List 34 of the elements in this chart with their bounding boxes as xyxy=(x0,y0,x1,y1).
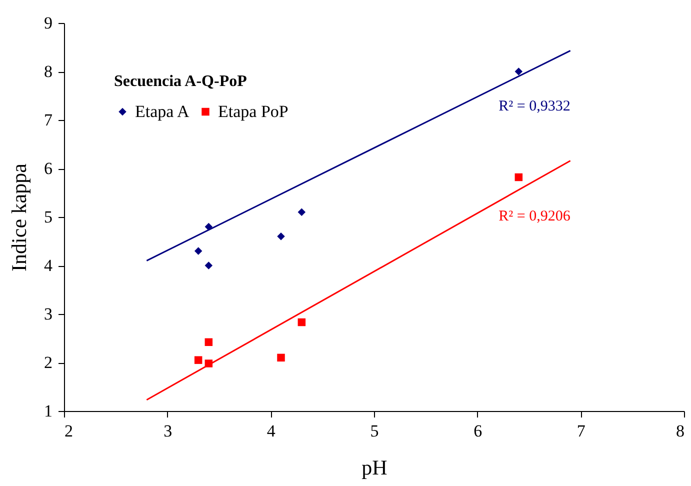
x-tick-label: 5 xyxy=(370,422,379,440)
point xyxy=(204,262,213,270)
y-tick-label: 4 xyxy=(44,256,53,275)
y-tick-label: 5 xyxy=(44,208,52,226)
y-axis-title: Indice kappa xyxy=(7,162,31,272)
x-tick-label: 8 xyxy=(676,422,684,440)
point xyxy=(298,208,306,216)
point xyxy=(514,173,523,182)
point xyxy=(298,318,306,326)
y-tick-label: 6 xyxy=(44,159,52,178)
legend-title: Secuencia A-Q-PoP xyxy=(114,73,248,90)
annotation: R² = 0,9332 xyxy=(498,98,570,115)
point xyxy=(514,68,523,76)
y-tick-label: 3 xyxy=(44,304,52,324)
point xyxy=(194,247,202,255)
y-tick-label: 2 xyxy=(44,353,52,372)
legend-label: Etapa A xyxy=(135,102,190,121)
y-tick-label: 8 xyxy=(44,62,52,81)
point xyxy=(277,232,285,240)
x-tick-label: 6 xyxy=(474,422,482,440)
point xyxy=(204,338,213,346)
x-tick-label: 2 xyxy=(64,422,73,440)
y-tick-label: 1 xyxy=(44,402,52,420)
annotation: R² = 0,9206 xyxy=(498,208,571,225)
legend-label: Etapa PoP xyxy=(218,102,288,121)
x-tick-label: 3 xyxy=(164,422,172,440)
y-tick-label: 7 xyxy=(44,110,53,130)
x-axis-title: pH xyxy=(362,456,388,480)
point xyxy=(194,356,202,364)
y-tick-label: 9 xyxy=(44,14,52,32)
x-tick-label: 4 xyxy=(266,422,276,440)
point xyxy=(204,222,213,231)
point xyxy=(277,354,285,362)
x-tick-label: 7 xyxy=(576,422,586,440)
